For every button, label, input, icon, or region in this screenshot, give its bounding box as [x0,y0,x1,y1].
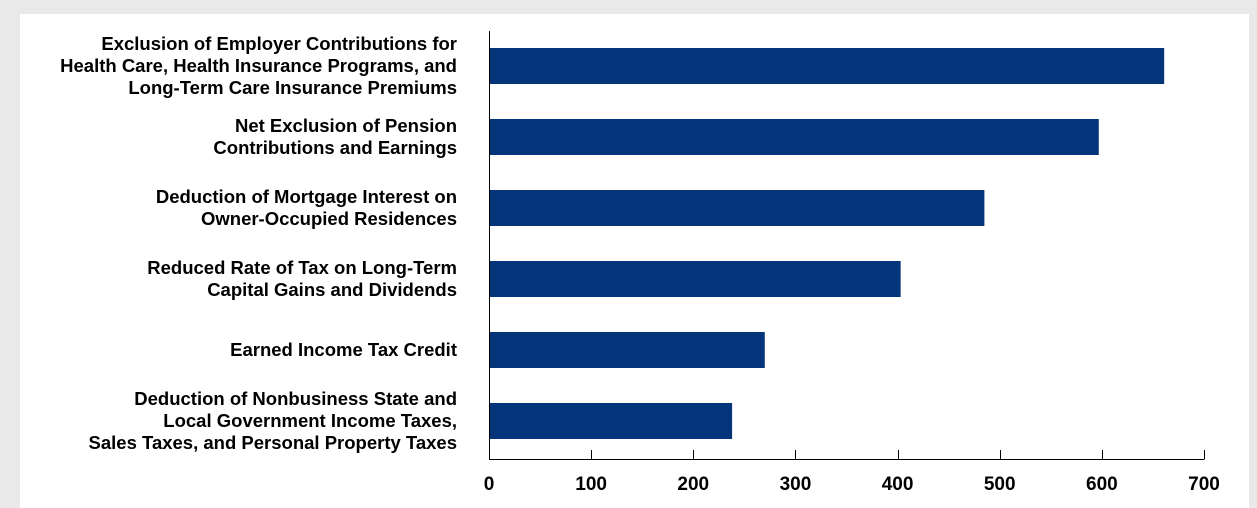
bar-chart: Exclusion of Employer Contributions for H… [60,31,1220,495]
category-label-line: Local Government Income Taxes, [163,410,457,431]
category-label-line: Exclusion of Employer Contributions for [101,33,457,54]
category-label-2: Deduction of Mortgage Interest on Owner-O… [156,186,457,229]
bar-0 [490,48,1165,84]
bar-5 [490,403,733,439]
x-tick-label-3: 300 [780,474,812,495]
x-tick-label-7: 700 [1188,474,1220,495]
x-tick-label-4: 400 [882,474,914,495]
category-label-line: Sales Taxes, and Personal Property Taxes [89,432,457,453]
category-labels-group: Exclusion of Employer Contributions for H… [60,33,457,453]
category-label-3: Reduced Rate of Tax on Long-Term Capital … [147,257,457,300]
category-label-line: Earned Income Tax Credit [230,339,457,360]
category-label-1: Net Exclusion of Pension Contributions an… [213,115,457,158]
x-tick-label-0: 0 [484,474,495,495]
category-label-line: Capital Gains and Dividends [207,279,457,300]
category-label-line: Owner-Occupied Residences [201,208,457,229]
x-tick-label-5: 500 [984,474,1016,495]
category-label-line: Net Exclusion of Pension [235,115,457,136]
category-label-0: Exclusion of Employer Contributions for H… [60,33,457,98]
x-ticks-group: 0 100 200 300 400 500 600 700 [484,450,1220,495]
bar-2 [490,190,985,226]
category-label-line: Contributions and Earnings [213,137,457,158]
bar-3 [490,261,901,297]
category-label-line: Health Care, Health Insurance Programs, … [60,55,457,76]
axes-group [489,31,1205,460]
x-tick-label-1: 100 [575,474,607,495]
x-tick-label-2: 200 [677,474,709,495]
category-label-line: Long-Term Care Insurance Premiums [128,77,457,98]
bar-1 [490,119,1099,155]
category-label-line: Deduction of Nonbusiness State and [134,388,457,409]
bar-4 [490,332,765,368]
x-tick-label-6: 600 [1086,474,1118,495]
category-label-5: Deduction of Nonbusiness State and Local … [89,388,457,453]
bars-group [490,48,1165,439]
category-label-4: Earned Income Tax Credit [230,339,457,360]
category-label-line: Deduction of Mortgage Interest on [156,186,457,207]
chart-panel: Exclusion of Employer Contributions for H… [20,14,1249,508]
category-label-line: Reduced Rate of Tax on Long-Term [147,257,457,278]
